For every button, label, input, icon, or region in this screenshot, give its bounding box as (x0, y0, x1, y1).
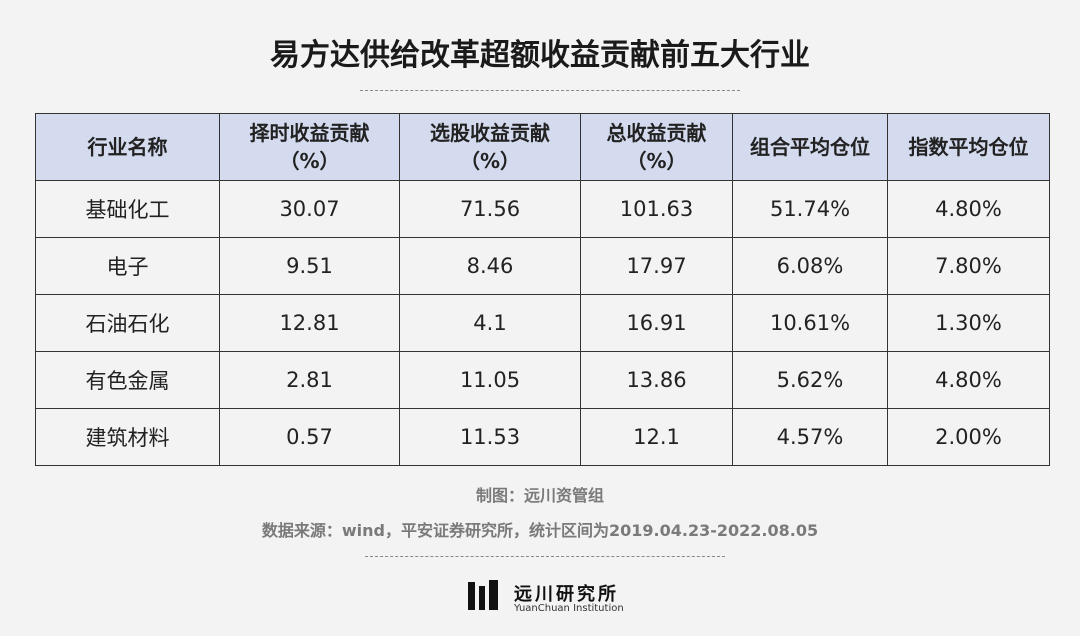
divider (365, 556, 725, 557)
table-cell: 石油石化 (35, 294, 220, 352)
table-cell: 71.56 (399, 180, 581, 238)
table-cell: 12.1 (580, 408, 733, 466)
data-table: 行业名称 择时收益贡献 （%） 选股收益贡献 （%） 总收益贡献 （%） 组合平均仓位 指数平均… (35, 113, 1050, 466)
table-cell: 建筑材料 (35, 408, 220, 466)
table-cell: 16.91 (580, 294, 733, 352)
table-cell: 4.57% (732, 408, 888, 466)
table-cell: 4.80% (887, 180, 1050, 238)
logo-english: YuanChuan Institution (514, 603, 624, 614)
table-cell: 有色金属 (35, 351, 220, 409)
table-cell: 30.07 (219, 180, 400, 238)
table-row: 电子 9.51 8.46 17.97 6.08% 7.80% (35, 237, 1050, 295)
maker-note: 制图：远川资管组 (475, 486, 604, 505)
table-cell: 9.51 (219, 237, 400, 295)
table-cell: 电子 (35, 237, 220, 295)
table-row: 有色金属 2.81 11.05 13.86 5.62% 4.80% (35, 351, 1050, 409)
table-cell: 5.62% (732, 351, 888, 409)
header-text: 组合平均仓位 (750, 135, 870, 159)
table-cell: 11.05 (399, 351, 581, 409)
title: 易方达供给改革超额收益贡献前五大行业 (270, 38, 810, 73)
header-text: 择时收益贡献 (249, 121, 370, 145)
header-cell: 行业名称 (35, 113, 220, 181)
table-cell: 6.08% (732, 237, 888, 295)
header-text: 指数平均仓位 (908, 135, 1029, 159)
table-cell: 0.57 (219, 408, 400, 466)
source-note: 数据来源：wind，平安证券研究所，统计区间为2019.04.23-2022.0… (261, 521, 819, 540)
table-cell: 101.63 (580, 180, 733, 238)
header-text: 行业名称 (87, 135, 168, 159)
table-cell: 11.53 (399, 408, 581, 466)
header-cell: 总收益贡献 （%） (580, 113, 733, 181)
header-row: 行业名称 择时收益贡献 （%） 选股收益贡献 （%） 总收益贡献 （%） 组合平均仓位 指数平均… (35, 113, 1050, 181)
table-body: 基础化工 30.07 71.56 101.63 51.74% 4.80% 电子 9.51 8.4… (35, 180, 1050, 466)
header-text: （%） (626, 149, 687, 173)
table-row: 石油石化 12.81 4.1 16.91 10.61% 1.30% (35, 294, 1050, 352)
divider (360, 90, 740, 91)
table-cell: 12.81 (219, 294, 400, 352)
header-text: 总收益贡献 (606, 121, 707, 145)
logo-name: 远川研究所 (514, 584, 619, 605)
header-cell: 指数平均仓位 (887, 113, 1050, 181)
table-cell: 2.00% (887, 408, 1050, 466)
table-cell: 4.80% (887, 351, 1050, 409)
table-cell: 51.74% (732, 180, 888, 238)
table-row: 建筑材料 0.57 11.53 12.1 4.57% 2.00% (35, 408, 1050, 466)
table-row: 基础化工 30.07 71.56 101.63 51.74% 4.80% (35, 180, 1050, 238)
table-cell: 2.81 (219, 351, 400, 409)
table-cell: 8.46 (399, 237, 581, 295)
table-cell: 1.30% (887, 294, 1050, 352)
table-cell: 基础化工 (35, 180, 220, 238)
table-cell: 17.97 (580, 237, 733, 295)
table-cell: 4.1 (399, 294, 581, 352)
table-cell: 7.80% (887, 237, 1050, 295)
table-cell: 10.61% (732, 294, 888, 352)
header-text: （%） (459, 149, 521, 173)
header-text: （%） (279, 149, 340, 173)
logo-icon (468, 580, 498, 610)
header-cell: 择时收益贡献 （%） (219, 113, 400, 181)
header-cell: 选股收益贡献 （%） (399, 113, 581, 181)
table-cell: 13.86 (580, 351, 733, 409)
header-cell: 组合平均仓位 (732, 113, 888, 181)
header-text: 选股收益贡献 (430, 121, 550, 145)
